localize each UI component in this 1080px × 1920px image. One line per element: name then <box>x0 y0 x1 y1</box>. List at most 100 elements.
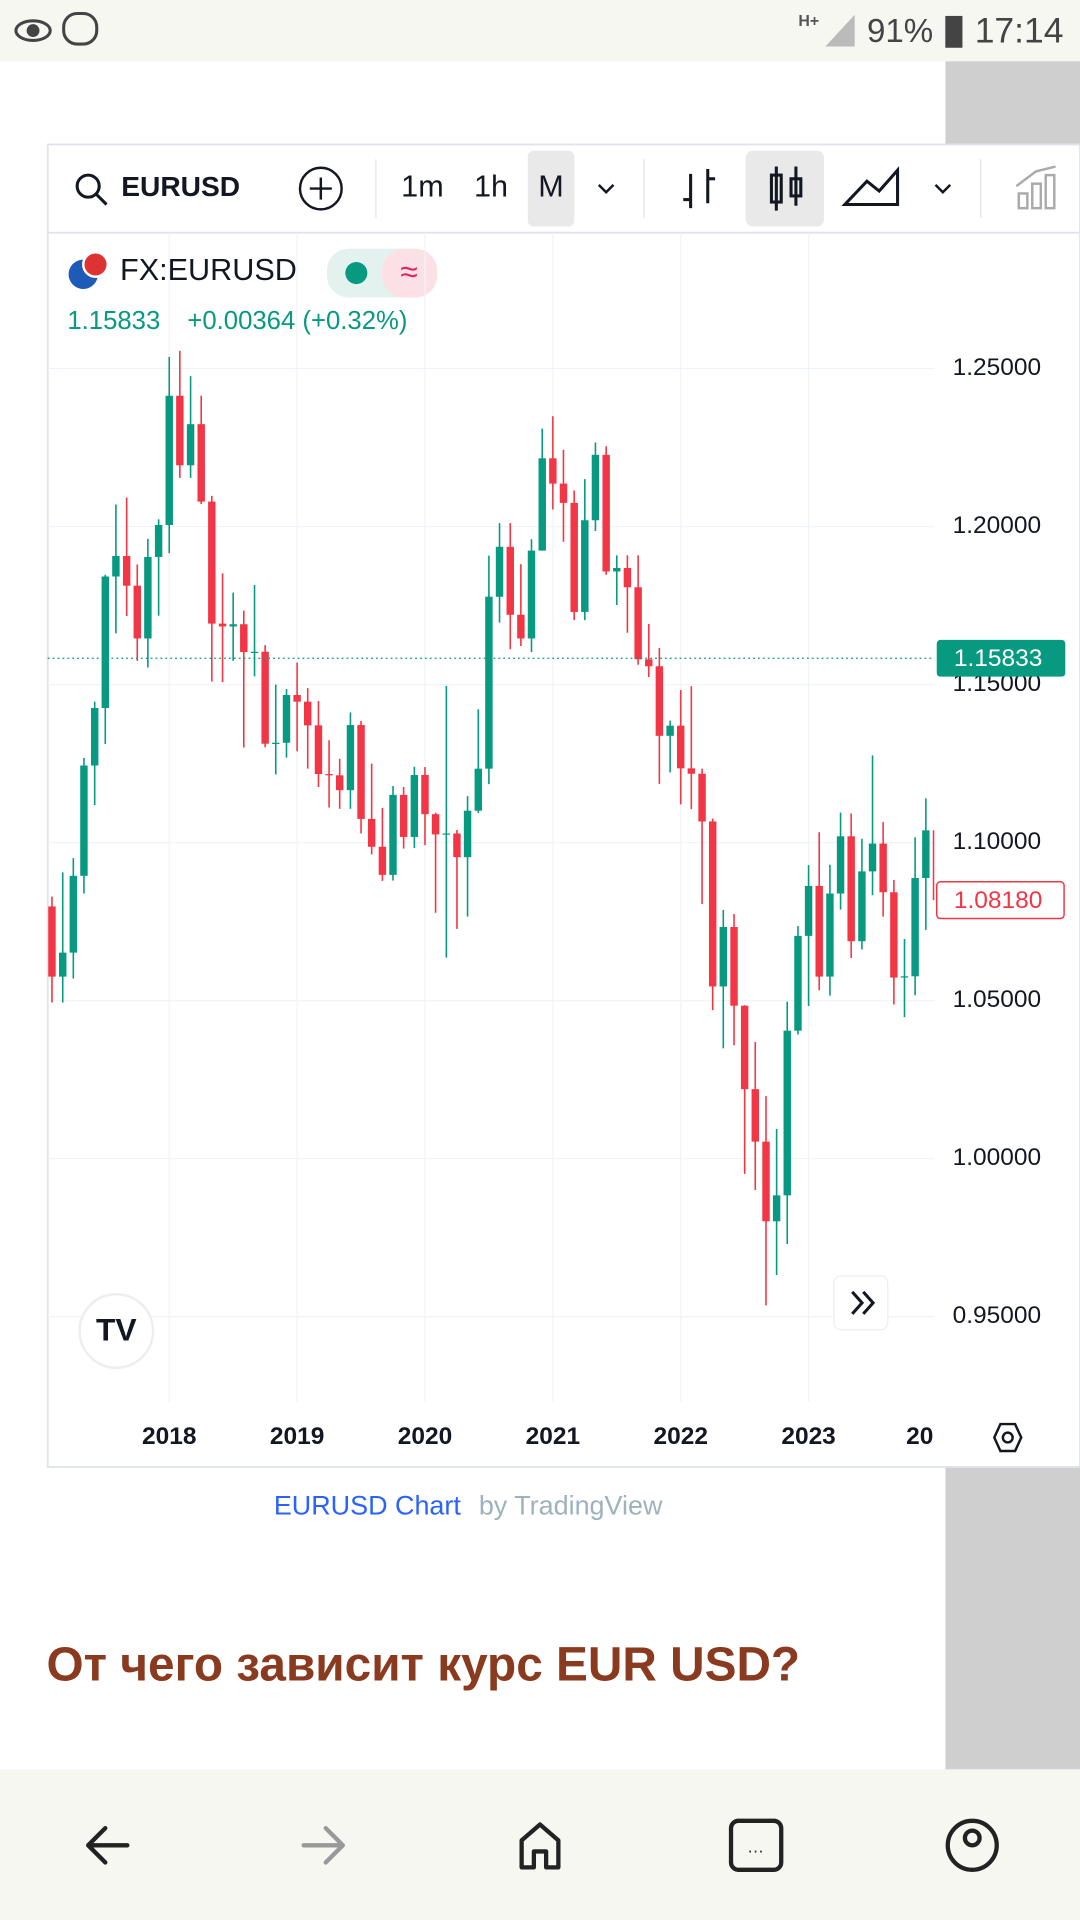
candle-body <box>868 843 877 872</box>
interval-button[interactable]: 1m <box>401 170 444 204</box>
candle-body <box>623 567 632 588</box>
x-tick-label: 2022 <box>654 1423 708 1450</box>
candle-body <box>708 821 717 987</box>
profile-button[interactable] <box>945 1818 999 1872</box>
candle-body <box>186 424 195 466</box>
candle-body <box>240 624 248 653</box>
candle-body <box>858 871 866 942</box>
tv-logo-mark: TV <box>96 1312 137 1348</box>
candle-body <box>581 520 589 612</box>
candle-body <box>602 454 610 572</box>
x-tick-label: 2019 <box>270 1423 324 1450</box>
candle-body <box>218 623 227 627</box>
interval-button[interactable]: 1h <box>474 170 508 204</box>
market-status-right <box>382 248 438 298</box>
profile-head <box>962 1828 982 1848</box>
x-tick-label: 2021 <box>526 1423 580 1450</box>
interval-dropdown[interactable] <box>597 184 615 194</box>
candle-body <box>154 525 163 557</box>
x-tick-label: 2018 <box>142 1423 196 1450</box>
battery-icon <box>945 15 963 48</box>
plot-area: 0.950001.000001.050001.100001.150001.200… <box>47 232 1066 1450</box>
candle-body <box>485 596 493 769</box>
home-button[interactable] <box>519 1822 561 1870</box>
tabs-button[interactable] <box>728 1818 784 1872</box>
candle-body <box>48 906 56 977</box>
candle-body <box>69 875 78 953</box>
interval-button[interactable]: M <box>538 170 564 204</box>
search-icon[interactable] <box>75 173 108 206</box>
candle-body <box>900 976 909 978</box>
bars-style-button[interactable] <box>683 168 716 209</box>
chart-widget <box>46 143 1080 1468</box>
chevron <box>862 1290 876 1315</box>
delayed-icon: ≈ <box>400 254 417 290</box>
candle-body <box>538 458 546 551</box>
candle-body <box>165 395 173 525</box>
candle-body <box>442 833 451 835</box>
x-tick-label: 2020 <box>398 1423 452 1450</box>
candle-body <box>389 794 397 875</box>
x-tick-label: 20 <box>906 1423 933 1450</box>
candle-body <box>229 624 237 627</box>
candle-body <box>634 587 642 660</box>
candles-style-active[interactable] <box>745 150 825 227</box>
candle-body <box>751 1089 759 1142</box>
article-heading: От чего зависит курс EUR USD? <box>47 1638 801 1691</box>
style-dropdown[interactable] <box>934 184 952 194</box>
candle-body <box>847 836 855 942</box>
settings-button[interactable] <box>992 1422 1023 1453</box>
candle-body <box>112 555 120 577</box>
symbol-search[interactable]: EURUSD <box>121 171 240 202</box>
area-style-button[interactable] <box>841 166 900 207</box>
candle-body <box>932 830 935 901</box>
candle-body <box>719 927 728 987</box>
candle-body <box>453 833 461 858</box>
candle-body <box>176 395 184 466</box>
candle-body <box>346 725 355 791</box>
flag-us <box>82 251 109 278</box>
candle-body <box>559 483 568 503</box>
candle-body <box>890 892 898 978</box>
tv-logo[interactable] <box>78 1293 155 1369</box>
candle-body <box>836 836 845 894</box>
candle-body <box>783 1030 791 1196</box>
candle-body <box>549 458 557 484</box>
clock: 17:14 <box>975 10 1064 50</box>
candle-body <box>335 775 344 791</box>
last-price: 1.15833 <box>67 307 160 335</box>
status-bar <box>0 0 1080 62</box>
y-tick-label: 0.95000 <box>953 1302 1041 1329</box>
candle-body <box>272 742 280 744</box>
chevron <box>851 1290 865 1315</box>
market-open-dot <box>345 262 368 285</box>
candle-body <box>740 1005 749 1090</box>
compare-button[interactable] <box>298 166 343 211</box>
settings-dot <box>1001 1431 1014 1444</box>
y-tick-label: 1.00000 <box>953 1144 1041 1171</box>
candle-body <box>122 555 131 586</box>
interval-active-bg <box>527 150 575 227</box>
attribution: by TradingView <box>479 1490 663 1520</box>
y-tick-label: 1.05000 <box>953 986 1041 1013</box>
chart-link[interactable]: EURUSD Chart <box>274 1490 462 1520</box>
forward-button[interactable] <box>301 1826 346 1865</box>
y-tick-label: 1.10000 <box>953 828 1041 855</box>
candle-body <box>314 725 323 775</box>
network: H+ <box>798 13 819 30</box>
candles-icon <box>769 166 803 211</box>
candle-body <box>101 576 110 708</box>
candle-body <box>613 567 621 572</box>
candle-body <box>687 768 696 774</box>
candle-body <box>410 774 419 837</box>
candle-body <box>666 725 674 736</box>
candle-body <box>655 666 664 736</box>
back-button[interactable] <box>86 1826 130 1865</box>
last-price-box <box>936 639 1066 677</box>
candle-body <box>517 614 525 639</box>
candle-body <box>506 546 514 615</box>
candle-body <box>730 927 738 1006</box>
indicators-button[interactable] <box>1015 165 1056 210</box>
candle-body <box>794 935 802 1031</box>
